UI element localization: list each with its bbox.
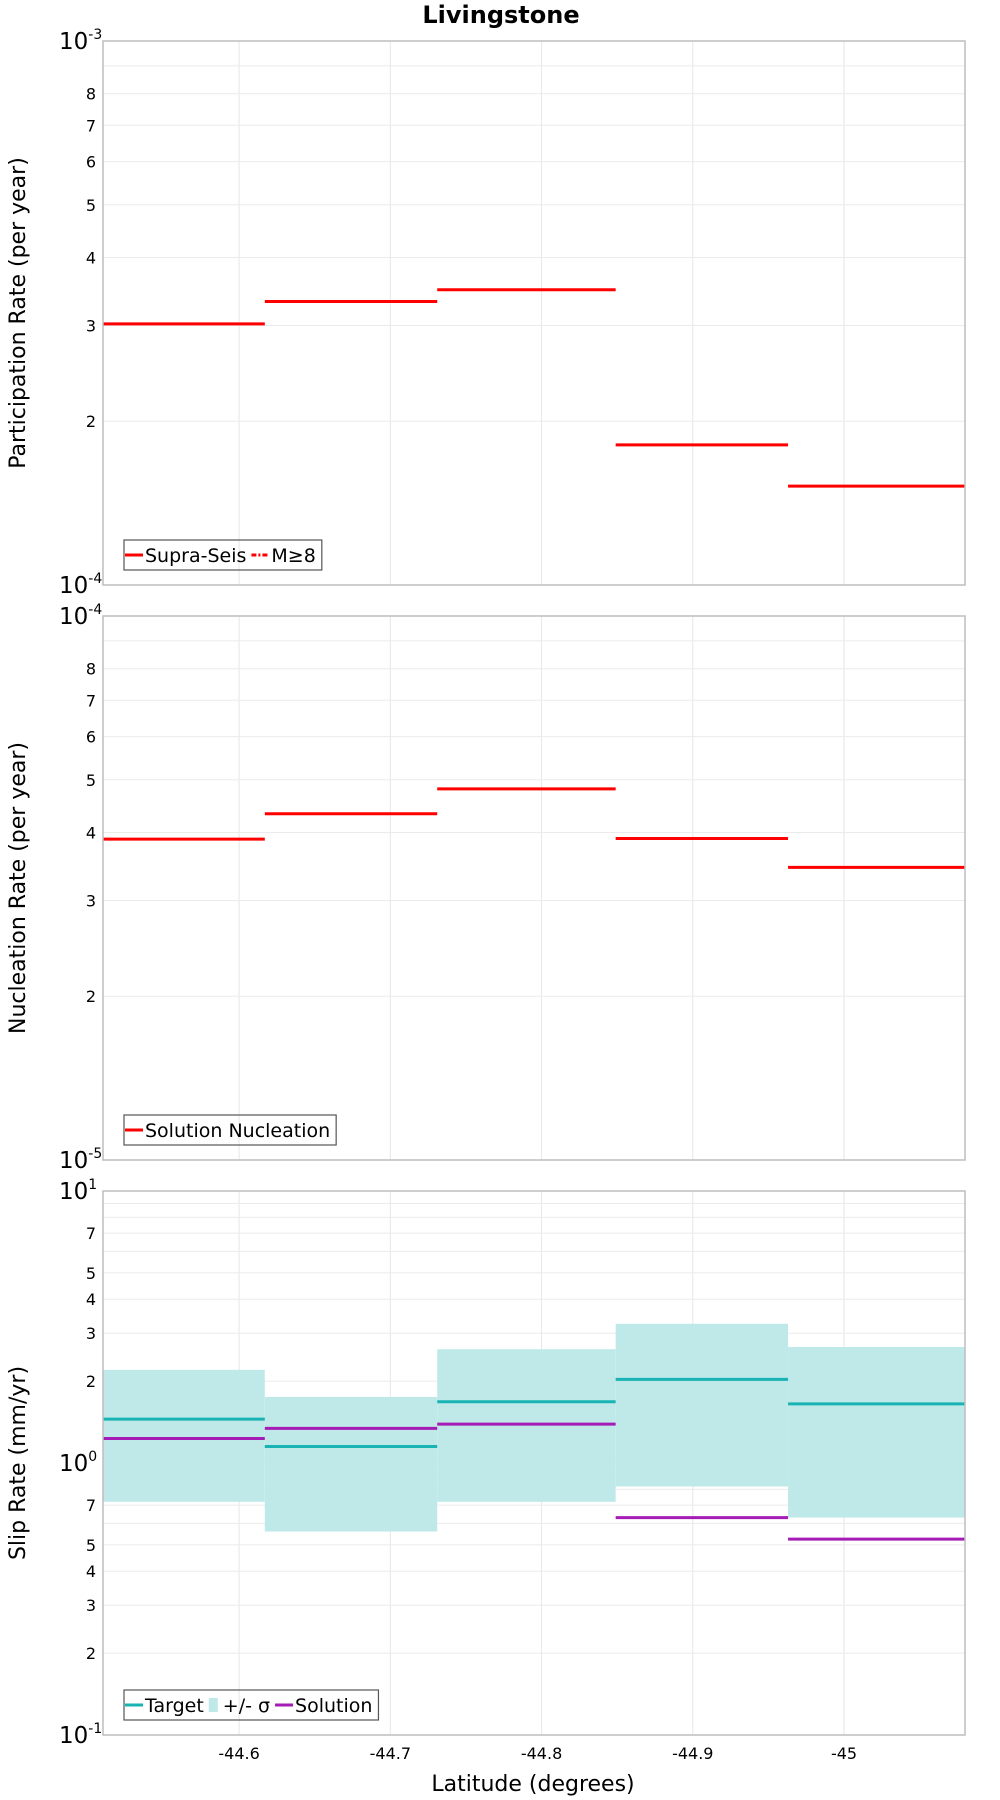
y-tick-label: 4 bbox=[86, 1562, 96, 1581]
y-tick-label: 3 bbox=[86, 1596, 96, 1615]
legend-label: Solution bbox=[295, 1695, 372, 1717]
y-tick-decade-exponent: 0 bbox=[88, 1449, 97, 1465]
y-tick-decade-label: 10-1 bbox=[59, 1721, 102, 1749]
legend-swatch bbox=[208, 1698, 218, 1712]
y-tick-label: 3 bbox=[86, 1324, 96, 1343]
legend: Solution Nucleation bbox=[123, 1114, 337, 1146]
legend-box bbox=[123, 539, 323, 571]
y-tick-label: 4 bbox=[86, 248, 96, 267]
panel-3: Slip Rate (mm/yr)10110010-17543275432Tar… bbox=[6, 1177, 966, 1749]
panels: Participation Rate (per year)10-310-4876… bbox=[6, 27, 966, 1763]
y-tick-decade-label: 10-4 bbox=[59, 571, 102, 599]
y-tick-label: 2 bbox=[86, 987, 96, 1006]
y-tick-decade-exponent: -4 bbox=[88, 571, 102, 587]
x-tick-label: -45 bbox=[831, 1744, 857, 1763]
legend-label: +/- σ bbox=[223, 1695, 270, 1717]
y-tick-decade-base: 10 bbox=[59, 1451, 88, 1477]
y-tick-decade-base: 10 bbox=[59, 1148, 88, 1174]
x-tick-label: -44.6 bbox=[218, 1744, 259, 1763]
legend-label: Supra-Seis bbox=[145, 545, 246, 567]
y-tick-decade-base: 10 bbox=[59, 1723, 88, 1749]
y-tick-label: 7 bbox=[86, 116, 96, 135]
y-tick-decade-base: 10 bbox=[59, 573, 88, 599]
plot-frame bbox=[102, 1190, 966, 1736]
y-tick-label: 3 bbox=[86, 316, 96, 335]
x-tick-label: -44.8 bbox=[521, 1744, 562, 1763]
y-tick-decade-exponent: -5 bbox=[88, 1146, 102, 1162]
sigma-band-segment bbox=[264, 1396, 438, 1532]
y-tick-label: 7 bbox=[86, 1496, 96, 1515]
y-tick-label: 4 bbox=[86, 1290, 96, 1309]
chart-title: Livingstone bbox=[422, 1, 579, 29]
x-tick-label: -44.7 bbox=[370, 1744, 411, 1763]
panel-2: Nucleation Rate (per year)10-410-5876543… bbox=[6, 602, 966, 1174]
legend-label: Solution Nucleation bbox=[145, 1120, 330, 1142]
y-tick-label: 5 bbox=[86, 196, 96, 215]
plot-frame bbox=[102, 40, 966, 586]
y-tick-decade-label: 100 bbox=[59, 1449, 97, 1477]
y-tick-label: 8 bbox=[86, 660, 96, 679]
legend-box bbox=[123, 1114, 337, 1146]
legend-label: M≥8 bbox=[271, 545, 315, 567]
panel-1: Participation Rate (per year)10-310-4876… bbox=[6, 27, 966, 599]
x-axis-label: Latitude (degrees) bbox=[431, 1772, 634, 1797]
legend-label: Target bbox=[144, 1695, 204, 1717]
y-tick-label: 2 bbox=[86, 1372, 96, 1391]
y-tick-decade-exponent: -4 bbox=[88, 602, 102, 618]
y-tick-label: 7 bbox=[86, 691, 96, 710]
y-tick-decade-base: 10 bbox=[59, 1179, 88, 1205]
legend-box bbox=[123, 1689, 380, 1721]
y-tick-label: 2 bbox=[86, 412, 96, 431]
y-tick-label: 3 bbox=[86, 891, 96, 910]
y-tick-decade-base: 10 bbox=[59, 29, 88, 55]
plot-frame bbox=[102, 615, 966, 1161]
legend: Target +/- σ Solution bbox=[123, 1689, 380, 1721]
y-tick-decade-exponent: -1 bbox=[88, 1721, 102, 1737]
y-axis-label: Nucleation Rate (per year) bbox=[6, 742, 31, 1034]
y-tick-decade-label: 101 bbox=[59, 1177, 97, 1205]
y-tick-label: 4 bbox=[86, 823, 96, 842]
legend: Supra-Seis M≥8 bbox=[123, 539, 323, 571]
y-tick-decade-label: 10-5 bbox=[59, 1146, 102, 1174]
y-tick-decade-exponent: -3 bbox=[88, 27, 102, 43]
sigma-band-segment bbox=[788, 1346, 965, 1518]
y-tick-label: 7 bbox=[86, 1224, 96, 1243]
y-tick-label: 8 bbox=[86, 85, 96, 104]
y-axis-label: Slip Rate (mm/yr) bbox=[6, 1366, 31, 1560]
sigma-band-segment bbox=[103, 1369, 265, 1502]
y-tick-decade-base: 10 bbox=[59, 604, 88, 630]
y-tick-label: 5 bbox=[86, 771, 96, 790]
y-tick-label: 6 bbox=[86, 728, 96, 747]
sigma-band-segment bbox=[615, 1323, 789, 1487]
y-tick-label: 6 bbox=[86, 153, 96, 172]
y-tick-decade-label: 10-3 bbox=[59, 27, 102, 55]
x-tick-label: -44.9 bbox=[672, 1744, 713, 1763]
y-tick-decade-exponent: 1 bbox=[88, 1177, 97, 1193]
y-tick-decade-label: 10-4 bbox=[59, 602, 102, 630]
y-axis-label: Participation Rate (per year) bbox=[6, 157, 31, 469]
y-tick-label: 5 bbox=[86, 1264, 96, 1283]
y-tick-label: 2 bbox=[86, 1644, 96, 1663]
y-tick-label: 5 bbox=[86, 1536, 96, 1555]
